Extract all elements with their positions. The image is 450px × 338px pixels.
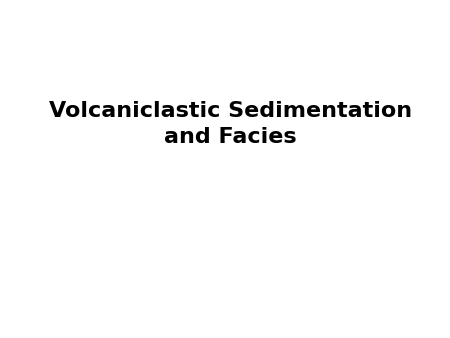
Text: Volcaniclastic Sedimentation
and Facies: Volcaniclastic Sedimentation and Facies	[49, 101, 412, 147]
